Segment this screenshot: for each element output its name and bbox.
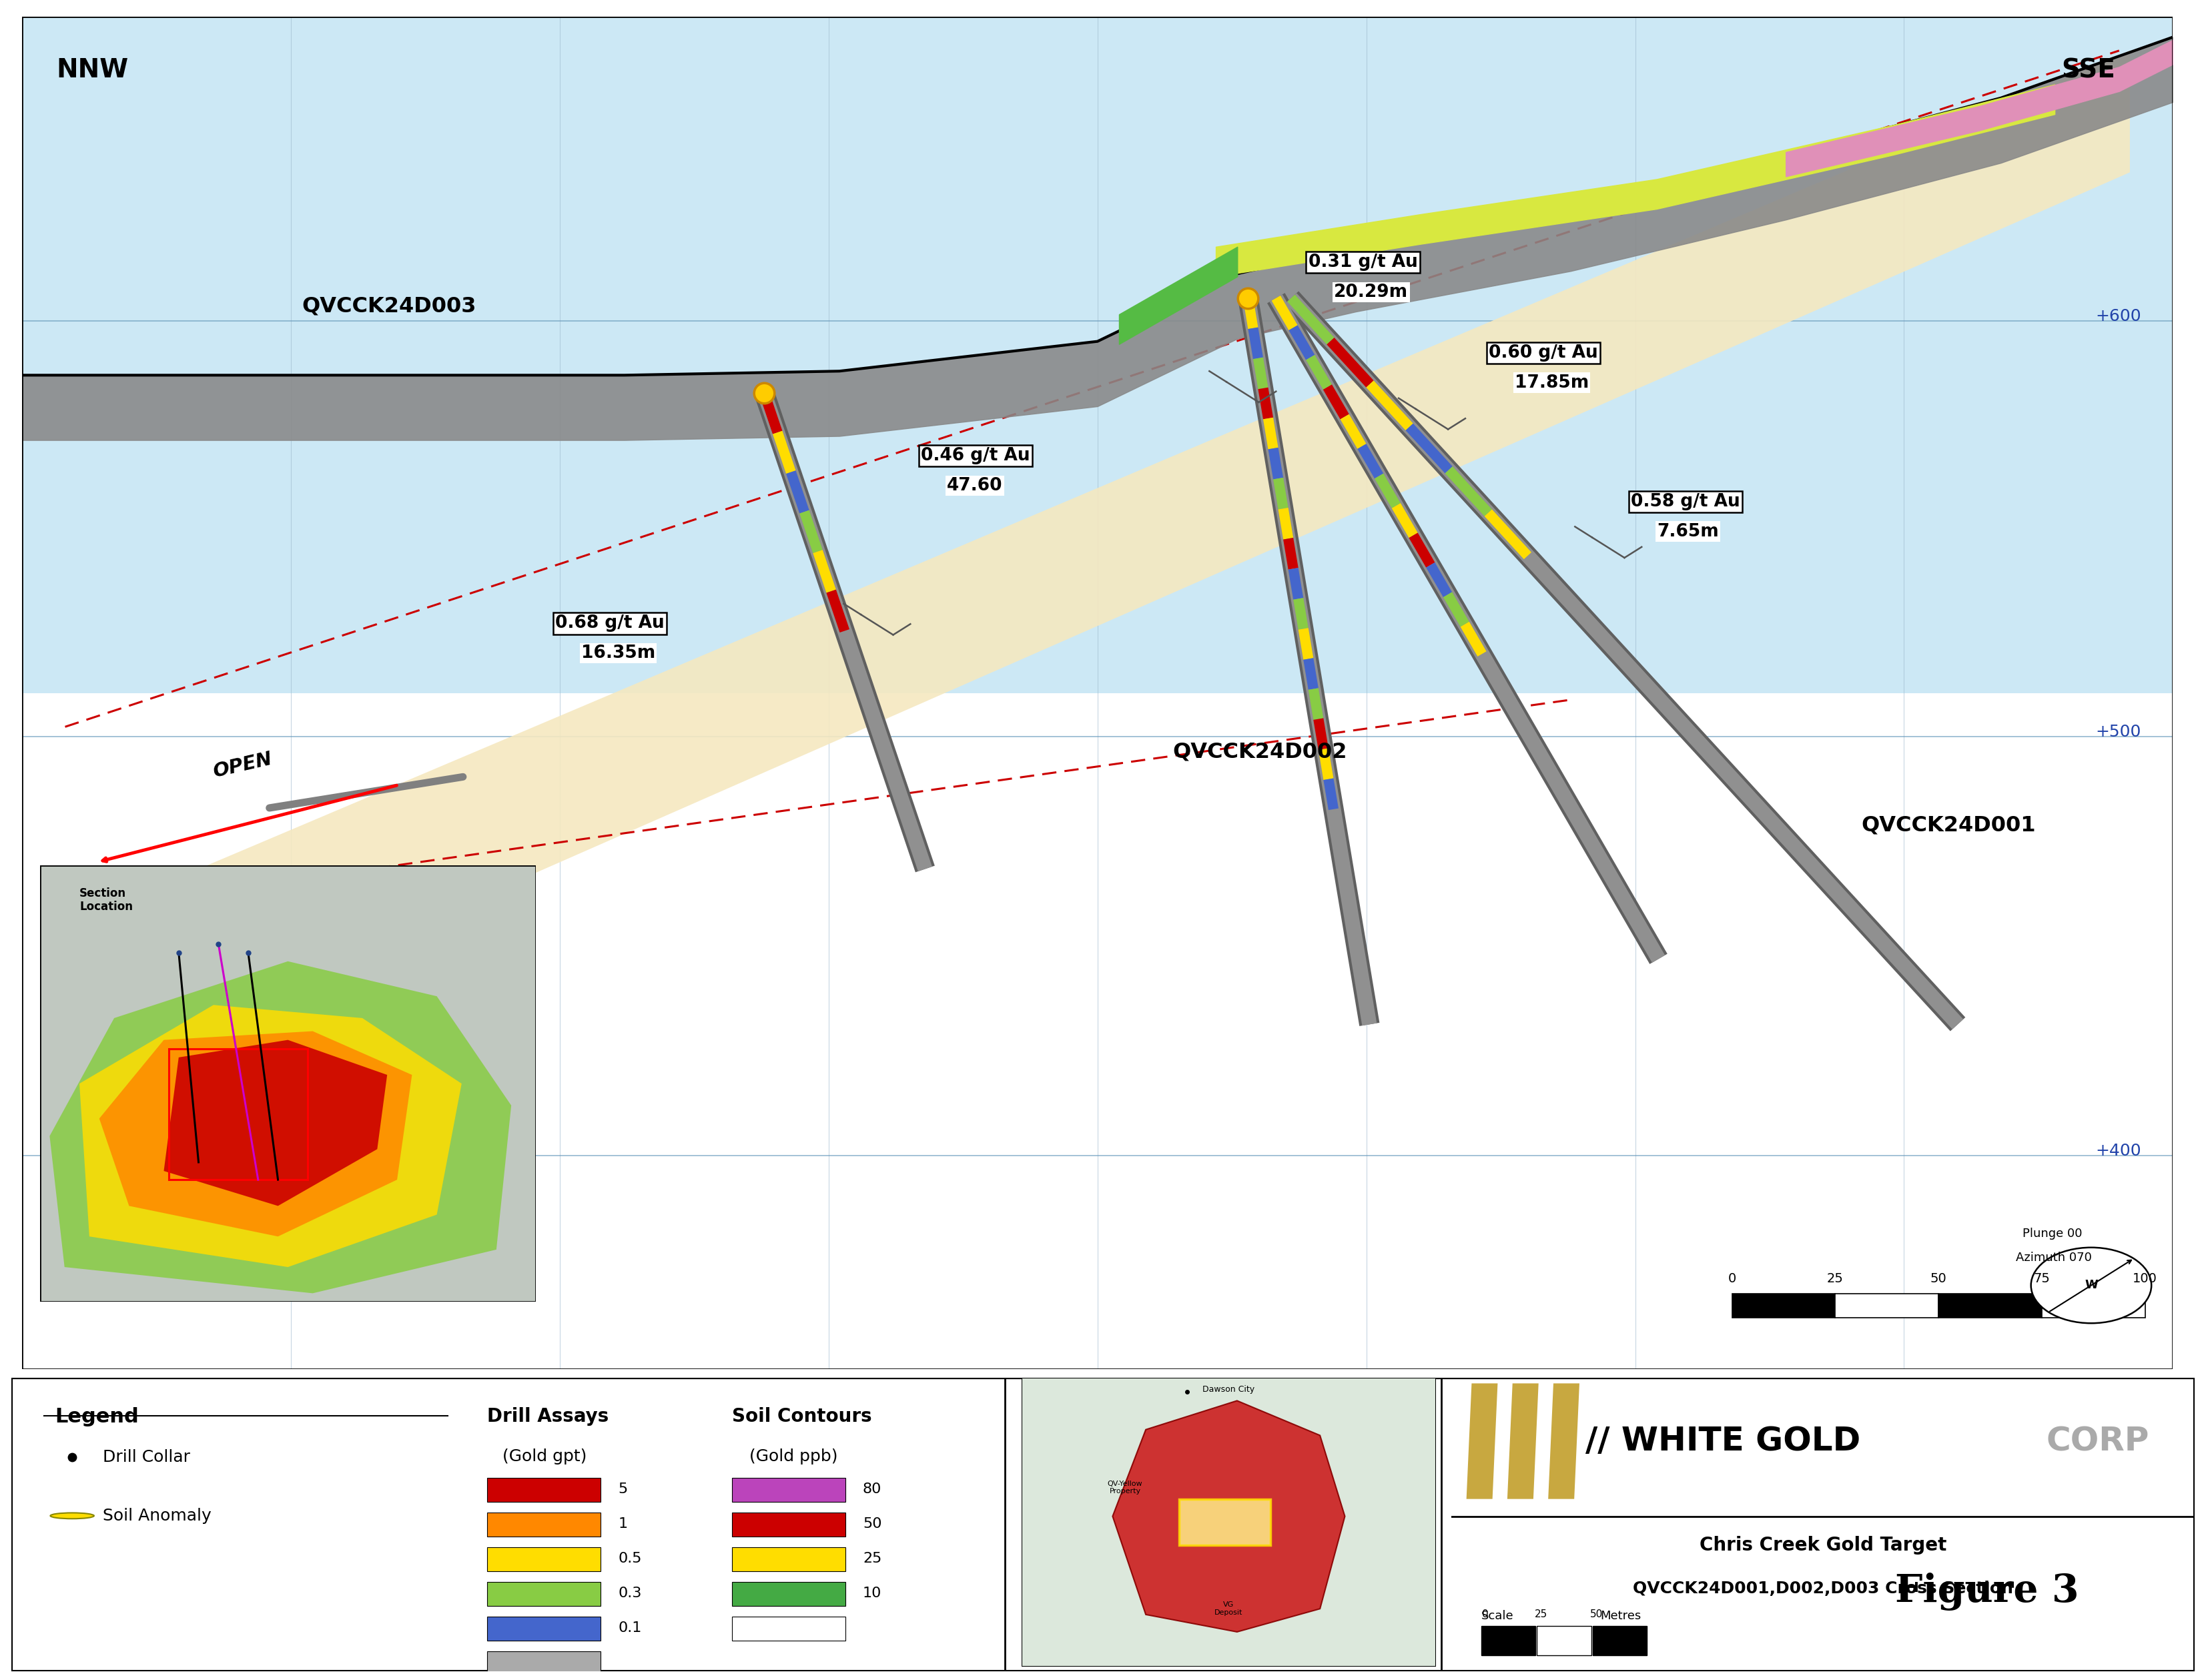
Text: CORP: CORP — [2047, 1425, 2149, 1457]
Text: 75: 75 — [2034, 1273, 2049, 1285]
Bar — [168, 1048, 309, 1179]
FancyBboxPatch shape — [488, 1581, 600, 1606]
Text: Soil Contours: Soil Contours — [732, 1408, 871, 1426]
Text: QV-Yellow
Property: QV-Yellow Property — [1107, 1480, 1143, 1495]
Text: 25: 25 — [1535, 1609, 1546, 1620]
FancyBboxPatch shape — [1732, 1294, 1835, 1317]
FancyBboxPatch shape — [732, 1581, 845, 1606]
Polygon shape — [79, 1005, 461, 1267]
FancyBboxPatch shape — [488, 1547, 600, 1571]
Text: // WHITE GOLD: // WHITE GOLD — [1586, 1425, 1860, 1457]
Text: SSE: SSE — [2060, 57, 2116, 82]
Text: 0.5: 0.5 — [618, 1552, 642, 1566]
FancyBboxPatch shape — [1593, 1626, 1648, 1655]
FancyBboxPatch shape — [488, 1616, 600, 1640]
FancyBboxPatch shape — [1538, 1626, 1591, 1655]
FancyBboxPatch shape — [2043, 1294, 2144, 1317]
Text: 0: 0 — [1482, 1609, 1489, 1620]
Polygon shape — [150, 50, 2131, 966]
Text: Figure 3: Figure 3 — [1895, 1572, 2078, 1611]
FancyBboxPatch shape — [732, 1512, 845, 1536]
FancyBboxPatch shape — [1939, 1294, 2043, 1317]
Polygon shape — [22, 692, 2173, 1369]
Text: +600: +600 — [2096, 309, 2142, 324]
Circle shape — [51, 1512, 95, 1519]
Text: QVCCK24D001: QVCCK24D001 — [1862, 815, 2036, 835]
Polygon shape — [163, 1040, 388, 1206]
Text: 0.46 g/t Au: 0.46 g/t Au — [922, 447, 1030, 464]
Text: +500: +500 — [2096, 724, 2142, 739]
FancyBboxPatch shape — [1835, 1294, 1939, 1317]
Polygon shape — [1112, 1401, 1346, 1631]
Text: Azimuth 070: Azimuth 070 — [2016, 1252, 2091, 1263]
Text: 100: 100 — [2133, 1273, 2157, 1285]
Text: Chris Creek Gold Target: Chris Creek Gold Target — [1699, 1536, 1948, 1554]
Circle shape — [2032, 1248, 2151, 1324]
Text: 25: 25 — [1827, 1273, 1844, 1285]
Text: Drill Collar: Drill Collar — [104, 1448, 190, 1465]
FancyBboxPatch shape — [40, 865, 536, 1302]
Text: 7.65m: 7.65m — [1657, 522, 1718, 541]
Polygon shape — [22, 17, 2173, 692]
FancyBboxPatch shape — [488, 1651, 600, 1675]
Text: QVCCK24D003: QVCCK24D003 — [302, 296, 476, 316]
Text: 0.68 g/t Au: 0.68 g/t Au — [556, 615, 664, 632]
Text: (Gold gpt): (Gold gpt) — [503, 1448, 587, 1465]
FancyBboxPatch shape — [488, 1512, 600, 1536]
Text: 10: 10 — [863, 1586, 882, 1599]
Text: 25: 25 — [863, 1552, 882, 1566]
Text: 50: 50 — [1930, 1273, 1946, 1285]
Bar — [1178, 1499, 1271, 1546]
FancyBboxPatch shape — [732, 1478, 845, 1502]
FancyBboxPatch shape — [1480, 1626, 1535, 1655]
Text: Scale: Scale — [1480, 1609, 1513, 1621]
Text: 80: 80 — [863, 1483, 882, 1495]
Text: 1: 1 — [618, 1517, 627, 1530]
Polygon shape — [1507, 1383, 1538, 1499]
Text: 0.60 g/t Au: 0.60 g/t Au — [1489, 344, 1597, 361]
Text: VG
Deposit: VG Deposit — [1216, 1601, 1242, 1616]
Text: Metres: Metres — [1599, 1609, 1641, 1621]
Text: Plunge 00: Plunge 00 — [2023, 1228, 2082, 1240]
Text: 17.85m: 17.85m — [1516, 375, 1588, 391]
Text: 0.31 g/t Au: 0.31 g/t Au — [1308, 254, 1418, 270]
Text: 50: 50 — [1591, 1609, 1604, 1620]
Text: Drill Assays: Drill Assays — [488, 1408, 609, 1426]
Text: (Gold ppb): (Gold ppb) — [750, 1448, 838, 1465]
Text: 20.29m: 20.29m — [1335, 284, 1407, 301]
FancyBboxPatch shape — [732, 1547, 845, 1571]
FancyBboxPatch shape — [1021, 1378, 1436, 1667]
Text: 16.35m: 16.35m — [582, 645, 655, 662]
Polygon shape — [1549, 1383, 1579, 1499]
Text: 0.58 g/t Au: 0.58 g/t Au — [1630, 492, 1741, 511]
FancyBboxPatch shape — [732, 1616, 845, 1640]
Text: QVCCK24D001,D002,D003 Cross Section: QVCCK24D001,D002,D003 Cross Section — [1632, 1581, 2014, 1596]
Polygon shape — [1467, 1383, 1498, 1499]
Text: Legend: Legend — [55, 1408, 139, 1426]
Text: OPEN: OPEN — [212, 749, 274, 781]
FancyBboxPatch shape — [488, 1478, 600, 1502]
Text: 47.60: 47.60 — [946, 477, 1004, 494]
Text: 0.1: 0.1 — [618, 1621, 642, 1635]
Polygon shape — [99, 1032, 413, 1236]
Text: 0.3: 0.3 — [618, 1586, 642, 1599]
Text: Section
Location: Section Location — [79, 887, 132, 912]
Text: NNW: NNW — [57, 57, 128, 82]
Text: W: W — [2085, 1280, 2098, 1292]
Text: +400: +400 — [2096, 1142, 2142, 1159]
Text: 0: 0 — [1727, 1273, 1736, 1285]
Text: QVCCK24D002: QVCCK24D002 — [1174, 743, 1348, 763]
FancyBboxPatch shape — [11, 1378, 2195, 1672]
Polygon shape — [49, 961, 512, 1294]
Text: 5: 5 — [618, 1483, 629, 1495]
Text: Dawson City: Dawson City — [1202, 1384, 1255, 1393]
Text: 50: 50 — [863, 1517, 882, 1530]
Text: Soil Anomaly: Soil Anomaly — [104, 1507, 212, 1524]
